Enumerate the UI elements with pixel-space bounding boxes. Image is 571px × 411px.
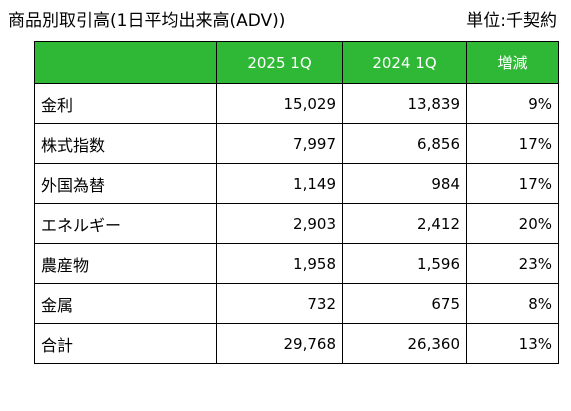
header-2025-1q: 2025 1Q — [216, 41, 343, 84]
product-name: 合計 — [34, 323, 217, 364]
table-row: 外国為替 1,149 984 17% — [34, 163, 559, 204]
table-row: 金属 732 675 8% — [34, 283, 559, 324]
unit-label: 単位:千契約 — [466, 11, 557, 31]
value-2025: 2,903 — [216, 203, 343, 244]
header-product — [34, 41, 217, 84]
value-2024: 26,360 — [342, 323, 467, 364]
value-change: 8% — [466, 283, 559, 324]
product-name: 農産物 — [34, 243, 217, 284]
value-2024: 6,856 — [342, 123, 467, 164]
value-2025: 732 — [216, 283, 343, 324]
value-change: 17% — [466, 163, 559, 204]
value-2024: 984 — [342, 163, 467, 204]
adv-table: 2025 1Q 2024 1Q 増減 金利 15,029 13,839 9% 株… — [34, 41, 559, 364]
product-name: 外国為替 — [34, 163, 217, 204]
table-row-total: 合計 29,768 26,360 13% — [34, 323, 559, 364]
value-2024: 13,839 — [342, 83, 467, 124]
header-row: 2025 1Q 2024 1Q 増減 — [34, 41, 559, 84]
header-change: 増減 — [466, 41, 559, 84]
value-change: 17% — [466, 123, 559, 164]
value-2025: 1,149 — [216, 163, 343, 204]
table-row: エネルギー 2,903 2,412 20% — [34, 203, 559, 244]
value-2025: 29,768 — [216, 323, 343, 364]
value-change: 23% — [466, 243, 559, 284]
value-change: 13% — [466, 323, 559, 364]
table-row: 株式指数 7,997 6,856 17% — [34, 123, 559, 164]
value-2025: 1,958 — [216, 243, 343, 284]
product-name: 金利 — [34, 83, 217, 124]
value-2025: 15,029 — [216, 83, 343, 124]
product-name: 株式指数 — [34, 123, 217, 164]
value-change: 9% — [466, 83, 559, 124]
value-2024: 675 — [342, 283, 467, 324]
product-name: エネルギー — [34, 203, 217, 244]
value-change: 20% — [466, 203, 559, 244]
header-2024-1q: 2024 1Q — [342, 41, 467, 84]
value-2024: 1,596 — [342, 243, 467, 284]
value-2024: 2,412 — [342, 203, 467, 244]
table-row: 農産物 1,958 1,596 23% — [34, 243, 559, 284]
table-row: 金利 15,029 13,839 9% — [34, 83, 559, 124]
page-title: 商品別取引高(1日平均出来高(ADV)) — [8, 11, 286, 31]
product-name: 金属 — [34, 283, 217, 324]
value-2025: 7,997 — [216, 123, 343, 164]
